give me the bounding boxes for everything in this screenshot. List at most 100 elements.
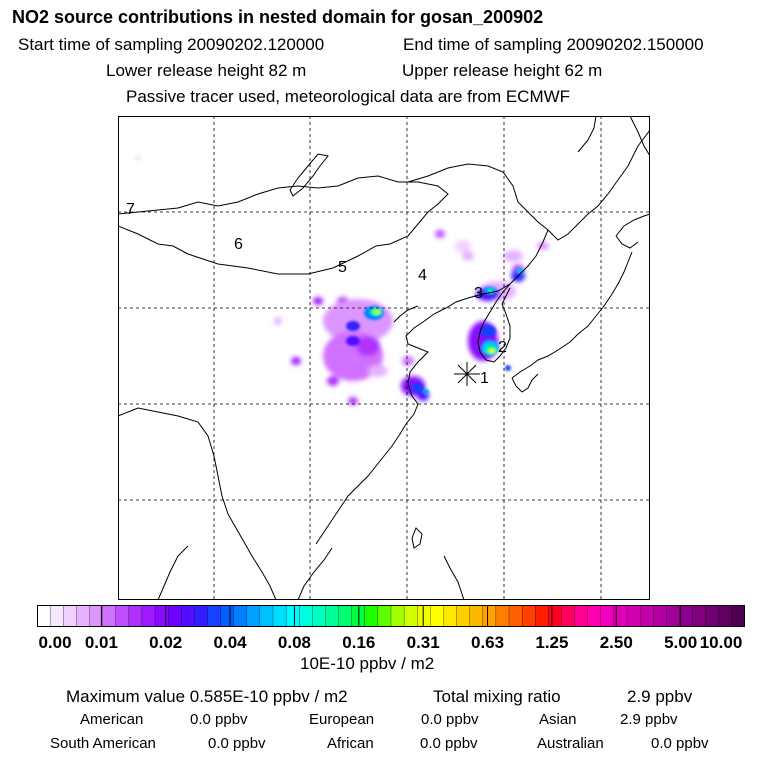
map-frame <box>118 116 650 600</box>
colorbar-cell <box>430 605 444 627</box>
colorbar-cell <box>89 605 103 627</box>
map-label-6: 6 <box>234 236 243 253</box>
colorbar-cell <box>154 605 169 627</box>
map-label-3: 3 <box>474 285 483 302</box>
colorbar-cell <box>141 605 156 627</box>
region-australian-name: Australian <box>537 735 604 752</box>
map-label-4: 4 <box>418 267 427 284</box>
total-mixing-ratio-label: Total mixing ratio <box>433 687 561 706</box>
colorbar-cell <box>233 605 248 627</box>
colorbar-cell <box>692 605 707 627</box>
map-label-2: 2 <box>498 339 507 356</box>
tracer-note: Passive tracer used, meteorological data… <box>126 87 571 106</box>
colorbar-cell <box>272 605 287 627</box>
colorbar-frame <box>37 605 745 627</box>
colorbar-tick-label: 0.08 <box>277 633 311 652</box>
region-south-american-value: 0.0 ppbv <box>208 735 266 752</box>
colorbar-cell <box>102 605 117 627</box>
colorbar-cell <box>574 605 589 627</box>
colorbar-cell <box>731 605 745 627</box>
colorbar-tick-label: 0.04 <box>213 633 247 652</box>
colorbar-cell <box>115 605 130 627</box>
colorbar-cell <box>443 605 458 627</box>
plume-cores <box>346 268 524 395</box>
colorbar-cell <box>325 605 340 627</box>
lower-release-height: Lower release height 82 m <box>106 61 307 80</box>
colorbar-cell <box>653 605 667 627</box>
colorbar-cell <box>495 605 510 627</box>
colorbar-cell <box>521 605 536 627</box>
colorbar-cell <box>167 605 182 627</box>
colorbar-tick-label: 0.02 <box>149 633 183 652</box>
colorbar-cell <box>535 605 549 627</box>
plume-layer <box>135 156 549 405</box>
colorbar-cell <box>718 605 733 627</box>
region-african-value: 0.0 ppbv <box>420 735 478 752</box>
colorbar-tick-label: 1.25 <box>535 633 569 652</box>
colorbar-cell <box>587 605 602 627</box>
colorbar-cell <box>63 605 77 627</box>
colorbar-tick-label: 0.16 <box>342 633 376 652</box>
sampling-end: End time of sampling 20090202.150000 <box>403 35 704 54</box>
gosan-station-marker <box>454 362 480 386</box>
colorbar-cell <box>207 605 222 627</box>
colorbar-cell <box>377 605 392 627</box>
region-african-name: African <box>327 735 374 752</box>
colorbar-cell <box>259 605 274 627</box>
colorbar-cell <box>705 605 720 627</box>
colorbar-cell <box>128 605 143 627</box>
colorbar-cell <box>76 605 90 627</box>
colorbar-tick-label: 10.00 <box>699 633 743 652</box>
colorbar-units: 10E-10 ppbv / m2 <box>300 654 435 673</box>
colorbar-cell <box>417 605 431 627</box>
region-american-name: American <box>80 711 144 728</box>
page-title: NO2 source contributions in nested domai… <box>12 7 544 27</box>
colorbar-cell <box>364 605 379 627</box>
map-label-1: 1 <box>480 370 489 387</box>
colorbar-cell <box>508 605 523 627</box>
colorbar-tick-label: 0.00 <box>38 633 72 652</box>
region-south-american-name: South American <box>50 735 156 752</box>
colorbar-cell <box>285 605 300 627</box>
colorbar-cell <box>246 605 261 627</box>
colorbar-cell <box>482 605 497 627</box>
region-australian-value: 0.0 ppbv <box>651 735 709 752</box>
colorbar-cell <box>312 605 326 627</box>
colorbar-tick-label: 0.01 <box>84 633 118 652</box>
colorbar-cell <box>548 605 562 627</box>
map-panel: 1 2 3 4 5 6 7 <box>118 116 650 600</box>
maximum-value: Maximum value 0.585E-10 ppbv / m2 <box>66 687 348 706</box>
region-european-value: 0.0 ppbv <box>421 711 479 728</box>
colorbar-cell <box>456 605 471 627</box>
colorbar-cell <box>338 605 353 627</box>
colorbar <box>37 605 745 627</box>
colorbar-cell <box>390 605 405 627</box>
colorbar-tick-label: 5.00 <box>664 633 698 652</box>
colorbar-tick-label: 0.63 <box>470 633 505 652</box>
map-label-7: 7 <box>126 201 135 218</box>
colorbar-cell <box>639 605 654 627</box>
colorbar-cell <box>561 605 576 627</box>
colorbar-cell <box>469 605 484 627</box>
colorbar-cell <box>181 605 195 627</box>
colorbar-cell <box>194 605 208 627</box>
upper-release-height: Upper release height 62 m <box>402 61 603 80</box>
region-american-value: 0.0 ppbv <box>190 711 248 728</box>
colorbar-cell <box>600 605 615 627</box>
colorbar-tick-label: 0.31 <box>406 633 440 652</box>
region-asian-name: Asian <box>539 711 577 728</box>
region-asian-value: 2.9 ppbv <box>620 711 678 728</box>
colorbar-cell <box>666 605 680 627</box>
grid-lines <box>118 116 650 600</box>
map-label-5: 5 <box>338 259 347 276</box>
sampling-start: Start time of sampling 20090202.120000 <box>18 35 325 54</box>
total-mixing-ratio-value: 2.9 ppbv <box>627 687 693 706</box>
colorbar-cell <box>679 605 694 627</box>
colorbar-cell <box>220 605 235 627</box>
colorbar-cell <box>49 605 64 627</box>
colorbar-cell <box>626 605 641 627</box>
colorbar-cell <box>299 605 313 627</box>
coastlines <box>118 116 650 600</box>
colorbar-tick-label: 2.50 <box>599 633 633 652</box>
region-european-name: European <box>309 711 375 728</box>
